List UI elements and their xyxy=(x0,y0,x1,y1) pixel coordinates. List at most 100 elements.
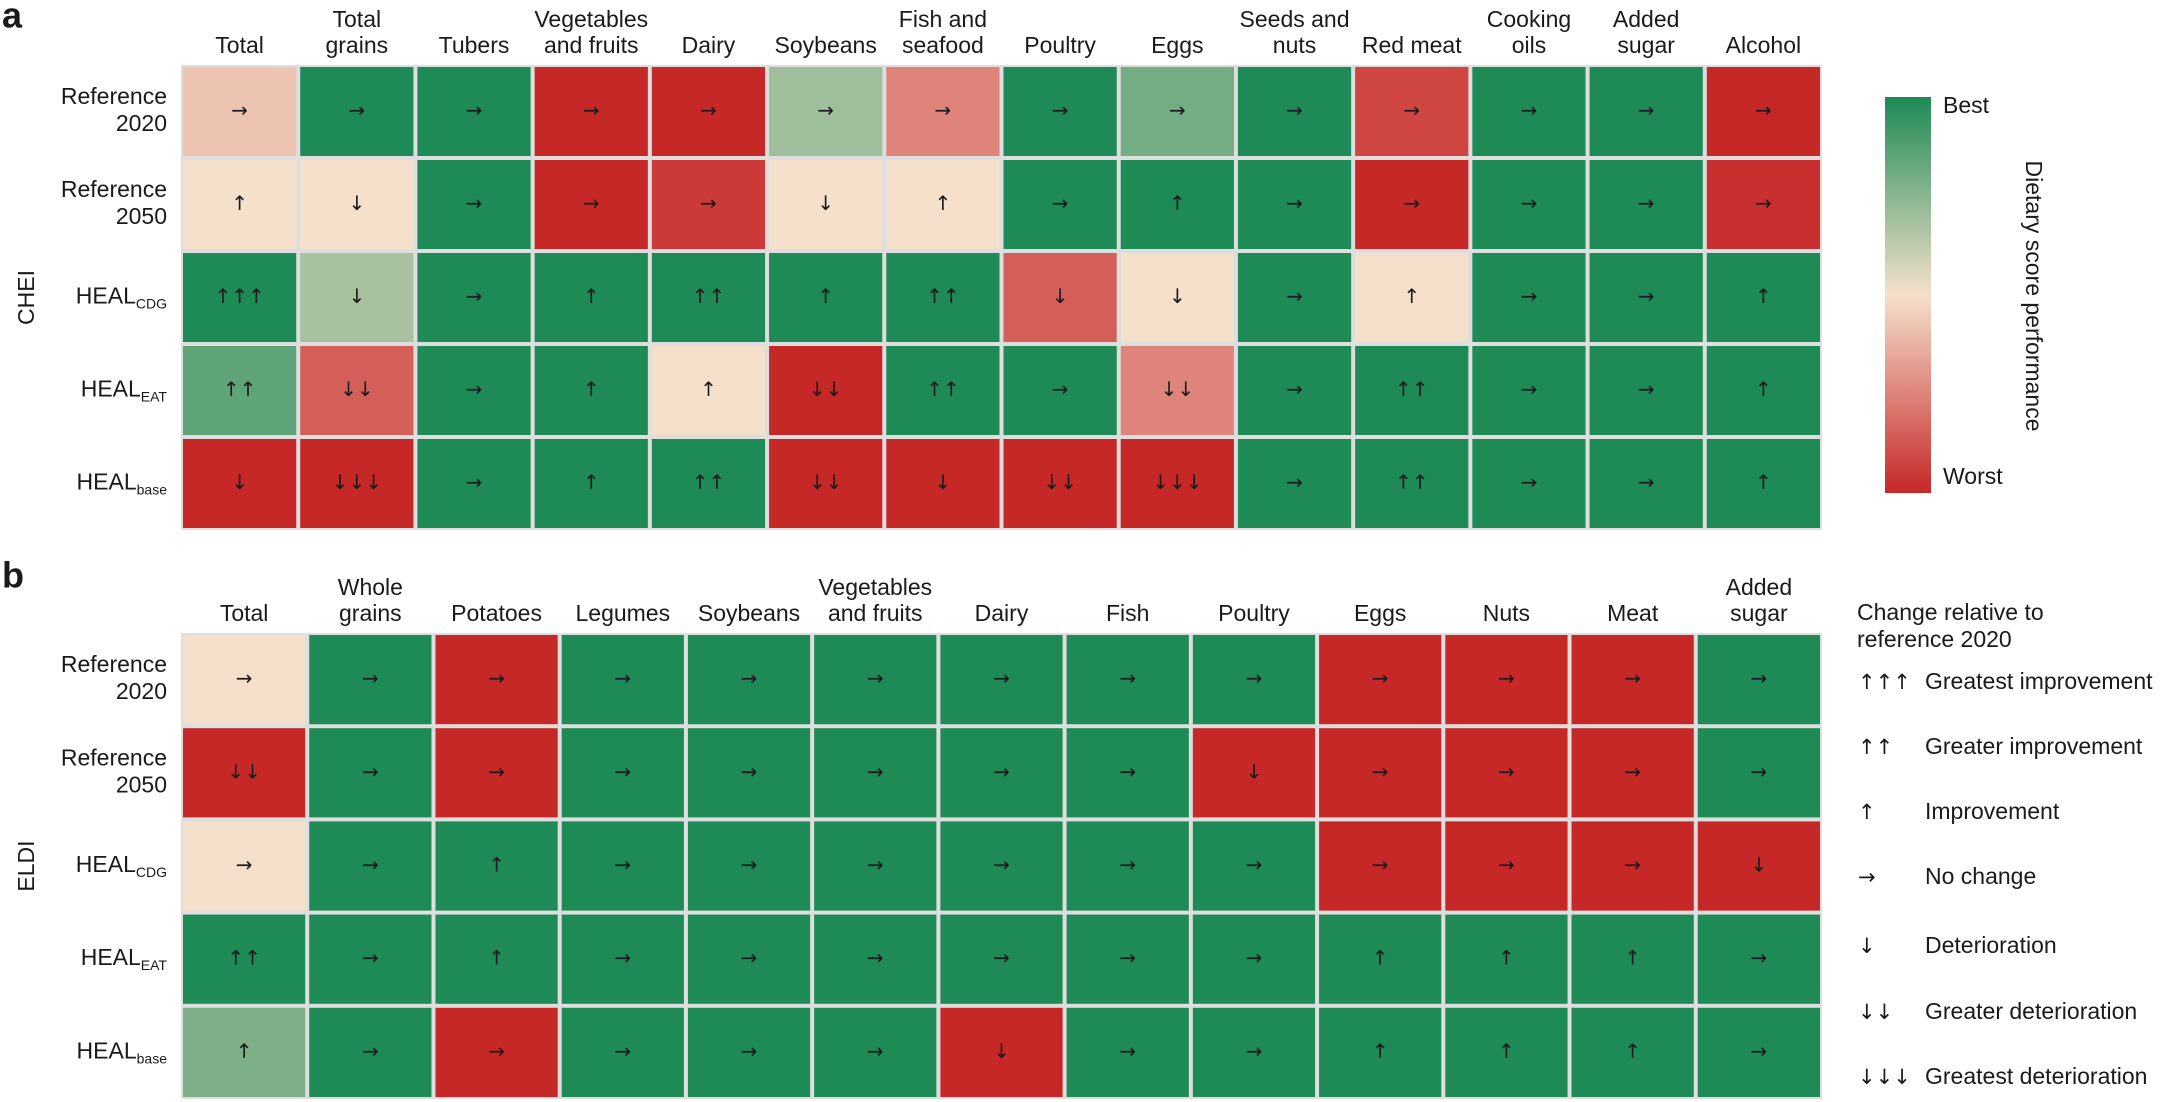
heatmap-cell xyxy=(1589,253,1703,342)
cell-arrow: ↑ xyxy=(1498,1039,1515,1063)
cell-arrow: ↑ xyxy=(583,284,600,308)
heatmap-cell xyxy=(687,821,811,911)
heatmap-cell xyxy=(435,914,558,1004)
column-label: Red meat xyxy=(1362,32,1462,58)
row-label: HEALEAT xyxy=(81,944,168,973)
heatmap-cell xyxy=(1066,728,1189,818)
cell-arrow: → xyxy=(867,1039,884,1063)
legend-label: Deterioration xyxy=(1925,932,2057,958)
column-label: Alcohol xyxy=(1726,32,1801,58)
legend-label: Greatest improvement xyxy=(1925,668,2153,694)
heatmap-cell xyxy=(1589,67,1703,156)
row-label-main: HEAL xyxy=(76,851,136,877)
y-axis-label: ELDI xyxy=(13,840,39,891)
cell-arrow: ↑↑ xyxy=(692,470,726,494)
cell-arrow: → xyxy=(867,666,884,690)
row-label-main: HEAL xyxy=(81,376,141,402)
column-label: Total xyxy=(215,32,264,58)
heatmap-cell xyxy=(1003,67,1117,156)
heatmap-cell xyxy=(1237,160,1352,249)
legend-label: Greater deterioration xyxy=(1925,998,2137,1024)
heatmap-cell xyxy=(309,728,432,818)
cell-arrow: ↓ xyxy=(348,191,365,215)
heatmap-cell xyxy=(1355,253,1469,342)
cell-arrow: → xyxy=(1372,853,1389,877)
cell-arrow: → xyxy=(935,98,952,122)
cell-arrow: → xyxy=(348,98,365,122)
column-label: Whole xyxy=(338,574,403,600)
cell-arrow: ↑↑ xyxy=(926,284,960,308)
cell-arrow: ↑ xyxy=(236,1039,253,1063)
cell-arrow: → xyxy=(362,853,379,877)
heatmap-cell xyxy=(687,914,811,1004)
column-label: Fish xyxy=(1106,600,1149,626)
heatmap-cell xyxy=(1571,914,1694,1004)
cell-arrow: → xyxy=(1372,759,1389,783)
heatmap-cell xyxy=(1003,160,1117,249)
cell-arrow: → xyxy=(583,98,600,122)
cell-arrow: → xyxy=(614,1039,631,1063)
cell-arrow: → xyxy=(1052,98,1069,122)
cell-arrow: ↑ xyxy=(700,377,717,401)
cell-arrow: ↓↓ xyxy=(340,377,374,401)
legend-symbol: ↓↓↓ xyxy=(1858,1065,1911,1089)
heatmap-cell xyxy=(1355,160,1469,249)
cell-arrow: ↓ xyxy=(1246,759,1263,783)
cell-arrow: → xyxy=(741,853,758,877)
cell-arrow: ↓ xyxy=(348,284,365,308)
heatmap-cell xyxy=(1120,253,1234,342)
heatmap-cell xyxy=(1066,914,1189,1004)
cell-arrow: ↓ xyxy=(817,191,834,215)
legend-label: No change xyxy=(1925,863,2036,889)
cell-arrow: → xyxy=(466,191,483,215)
cell-arrow: → xyxy=(1246,666,1263,690)
heatmap-cell xyxy=(1571,728,1694,818)
heatmap-cell xyxy=(1589,439,1703,528)
heatmap-cell xyxy=(1589,160,1703,249)
heatmap-cell xyxy=(1706,253,1820,342)
heatmap-cell xyxy=(1445,821,1568,911)
row-label-main: HEAL xyxy=(81,944,141,970)
heatmap-cell xyxy=(183,821,306,911)
heatmap-cell xyxy=(417,160,531,249)
cell-arrow: ↓↓↓ xyxy=(1152,470,1202,494)
column-label: Cooking xyxy=(1487,6,1571,32)
heatmap-cell xyxy=(534,67,648,156)
cell-arrow: → xyxy=(614,666,631,690)
cell-arrow: ↑ xyxy=(1755,377,1772,401)
heatmap-cell xyxy=(1120,160,1234,249)
legend-symbol: ↓ xyxy=(1858,934,1876,958)
heatmap-cell xyxy=(183,914,306,1004)
heatmap-cell xyxy=(1120,439,1234,528)
cell-arrow: → xyxy=(362,759,379,783)
cell-arrow: ↓ xyxy=(1169,284,1186,308)
heatmap-cell xyxy=(1697,821,1820,911)
heatmap-cell xyxy=(435,1007,558,1097)
heatmap-cell xyxy=(309,914,432,1004)
cell-arrow: → xyxy=(1246,853,1263,877)
heatmap-cell xyxy=(687,728,811,818)
cell-arrow: ↑ xyxy=(817,284,834,308)
row-label-main: HEAL xyxy=(76,283,136,309)
cell-arrow: → xyxy=(1169,98,1186,122)
cell-arrow: ↑↑ xyxy=(1395,377,1429,401)
cell-arrow: → xyxy=(1052,377,1069,401)
heatmap-cell xyxy=(886,160,1000,249)
heatmap-cell xyxy=(940,1007,1063,1097)
cell-arrow: ↑ xyxy=(583,377,600,401)
heatmap-cell xyxy=(1066,635,1189,725)
cell-arrow: → xyxy=(1119,853,1136,877)
heatmap-cell xyxy=(1003,253,1117,342)
cell-arrow: → xyxy=(1119,946,1136,970)
heatmap-cell xyxy=(561,1007,684,1097)
cell-arrow: ↓ xyxy=(1751,853,1768,877)
row-label: 2050 xyxy=(116,771,167,797)
legend-label: Greater improvement xyxy=(1925,733,2143,759)
cell-arrow: → xyxy=(583,191,600,215)
cell-arrow: → xyxy=(1286,470,1303,494)
column-label: Total xyxy=(220,600,269,626)
heatmap-cell xyxy=(1445,635,1568,725)
heatmap-cell xyxy=(183,160,297,249)
cell-arrow: → xyxy=(741,759,758,783)
row-label: HEALEAT xyxy=(81,376,168,405)
